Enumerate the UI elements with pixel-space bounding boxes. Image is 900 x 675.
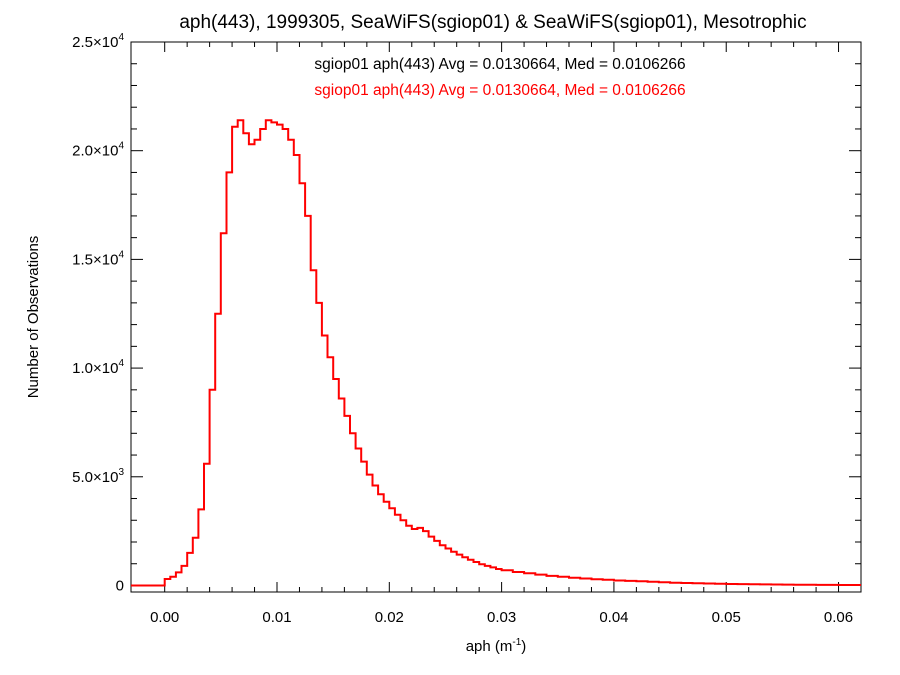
y-tick-label: 2.5×104 bbox=[72, 32, 124, 51]
y-tick-label: 0 bbox=[116, 577, 124, 594]
y-tick-label: 5.0×103 bbox=[72, 467, 124, 486]
x-tick-label: 0.05 bbox=[712, 609, 741, 626]
chart-title: aph(443), 1999305, SeaWiFS(sgiop01) & Se… bbox=[179, 12, 806, 33]
y-tick-label: 2.0×104 bbox=[72, 141, 124, 160]
y-tick-label: 1.0×104 bbox=[72, 358, 124, 377]
x-tick-label: 0.02 bbox=[375, 609, 404, 626]
y-axis-label: Number of Observations bbox=[25, 236, 42, 399]
x-axis-ticks: 0.00 0.01 0.02 0.03 0.04 0.05 0.06 bbox=[150, 42, 862, 626]
x-tick-label: 0.01 bbox=[262, 609, 291, 626]
histogram-series-line bbox=[131, 119, 861, 587]
x-axis-label: aph (m-1) bbox=[466, 637, 527, 655]
series-layer bbox=[131, 119, 861, 587]
x-tick-label: 0.03 bbox=[487, 609, 516, 626]
x-tick-label: 0.00 bbox=[150, 609, 179, 626]
plot-frame bbox=[130, 41, 862, 593]
y-tick-label: 1.5×104 bbox=[72, 249, 124, 268]
legend-entry-black: sgiop01 aph(443) Avg = 0.0130664, Med = … bbox=[314, 56, 685, 73]
y-axis-ticks: 0 5.0×103 1.0×104 1.5×104 2.0×104 2.5×104 bbox=[72, 32, 861, 594]
legend-entry-red: sgiop01 aph(443) Avg = 0.0130664, Med = … bbox=[314, 82, 685, 99]
x-tick-label: 0.06 bbox=[824, 609, 853, 626]
x-tick-label: 0.04 bbox=[599, 609, 628, 626]
